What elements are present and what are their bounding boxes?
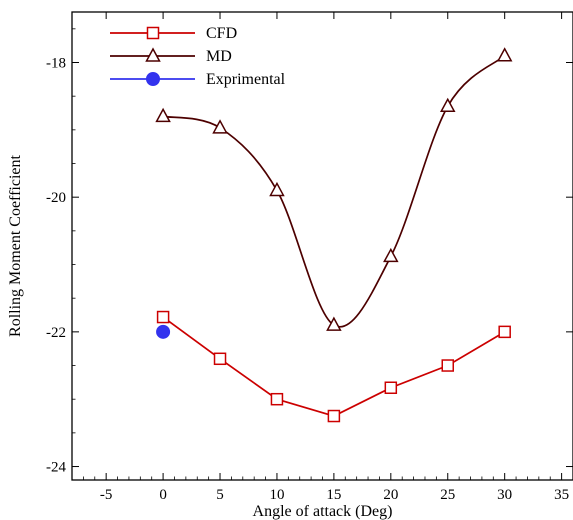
- data-point-cfd: [213, 352, 227, 366]
- legend-marker-exprimental: [146, 72, 160, 86]
- data-point-md: [269, 181, 285, 197]
- data-point-md: [212, 119, 228, 134]
- x-tick-label: 30: [497, 487, 512, 503]
- x-axis-label: Angle of attack (Deg): [253, 503, 393, 520]
- x-tick-label: 20: [383, 487, 398, 503]
- legend: CFD MD Exprimental: [110, 25, 286, 88]
- y-tick-label: -22: [46, 325, 66, 341]
- y-tick-label: -24: [46, 460, 66, 476]
- data-point-exprimental: [156, 324, 171, 339]
- x-tick-label: 15: [326, 487, 341, 503]
- plot-series: [155, 47, 513, 423]
- x-tick-label: 0: [159, 487, 167, 503]
- series-line-md: [162, 55, 506, 328]
- data-point-cfd: [270, 392, 284, 406]
- data-point-cfd: [327, 409, 341, 423]
- data-point-md: [439, 97, 456, 113]
- y-tick-label: -20: [46, 190, 66, 206]
- x-tick-label: 5: [216, 487, 224, 503]
- axis-ticks: -5 0 5 10 15 20 25 30 35 -24 -22 -20 -18: [46, 12, 573, 503]
- data-point-cfd: [384, 381, 398, 394]
- data-point-cfd: [441, 359, 454, 372]
- data-point-md: [326, 316, 342, 331]
- legend-label-md: MD: [206, 48, 232, 65]
- legend-item-md: MD: [110, 47, 232, 65]
- legend-label-exprimental: Exprimental: [206, 71, 286, 88]
- legend-item-cfd: CFD: [110, 25, 237, 42]
- data-point-md: [383, 247, 399, 263]
- legend-label-cfd: CFD: [206, 25, 237, 42]
- series-cfd: [156, 310, 511, 423]
- data-point-cfd: [498, 325, 511, 339]
- series-md: [155, 47, 513, 331]
- x-tick-label: -5: [100, 487, 113, 503]
- data-point-md: [496, 47, 513, 62]
- x-tick-label: 25: [440, 487, 455, 503]
- legend-marker-cfd: [146, 26, 160, 40]
- y-tick-label: -18: [46, 56, 66, 72]
- data-point-md: [155, 107, 171, 123]
- x-tick-label: 10: [269, 487, 284, 503]
- legend-marker-md: [145, 47, 161, 62]
- x-tick-label: 35: [554, 487, 569, 503]
- y-axis-label: Rolling Moment Coefficient: [7, 154, 24, 336]
- series-exprimental: [156, 324, 171, 339]
- legend-item-exprimental: Exprimental: [110, 71, 286, 88]
- data-point-cfd: [156, 310, 170, 324]
